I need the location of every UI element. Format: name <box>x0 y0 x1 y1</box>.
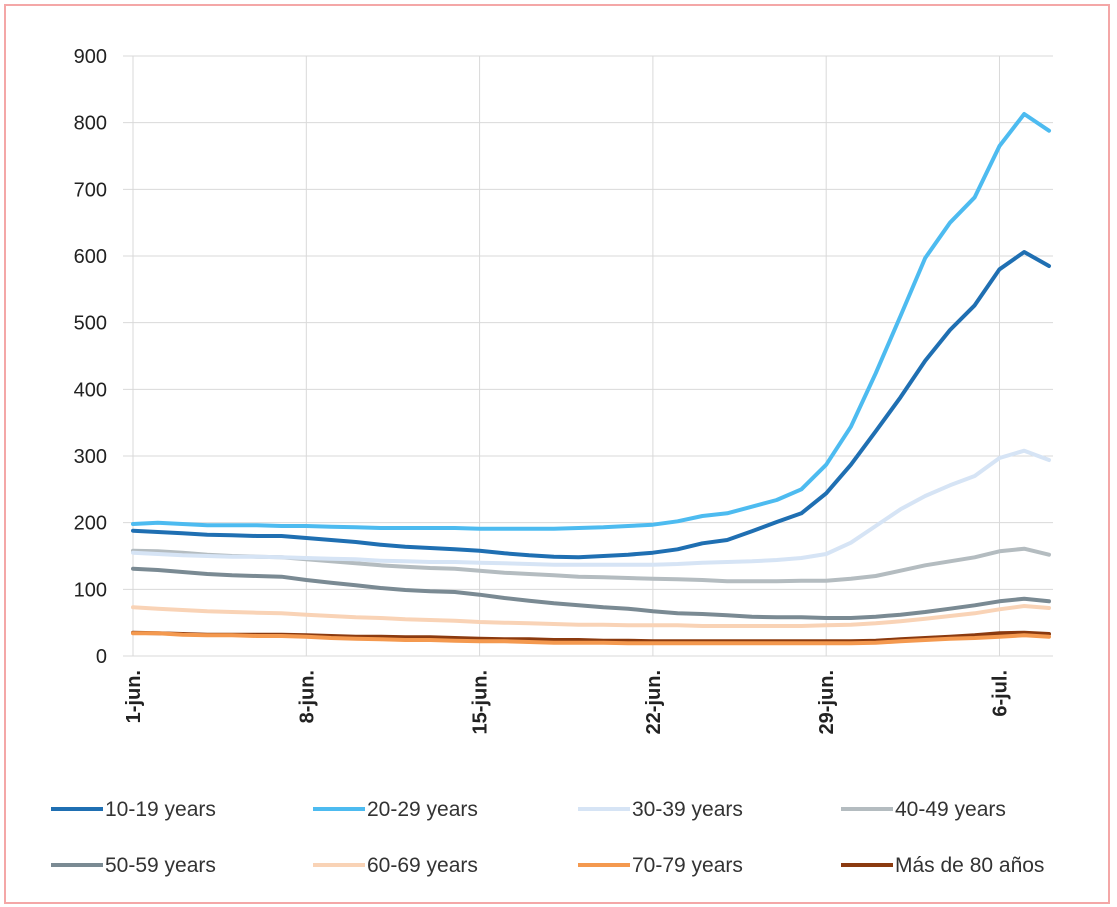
series-line <box>131 448 1051 567</box>
legend: 10-19 years 20-29 years 30-39 years 40-49 y… <box>51 798 1044 877</box>
series-line <box>131 604 1051 628</box>
y-tick-label: 0 <box>96 646 107 668</box>
y-tick-label: 900 <box>74 46 107 68</box>
y-tick-label: 300 <box>74 446 107 468</box>
legend-label: 60-69 years <box>367 854 478 877</box>
legend-label: 10-19 years <box>105 798 216 821</box>
x-tick-label: 6-jul. <box>989 670 1011 717</box>
series-line <box>131 631 1051 646</box>
line-chart: 0 100 200 300 400 500 600 700 800 900 1-jun. 8-jun… <box>51 46 1053 877</box>
series-line <box>131 566 1051 620</box>
y-tick-label: 400 <box>74 379 107 401</box>
y-tick-label: 500 <box>74 313 107 335</box>
x-tick-label: 29-jun. <box>816 670 838 734</box>
x-tick-label: 22-jun. <box>643 670 665 734</box>
legend-label: 70-79 years <box>632 854 743 877</box>
legend-label: 30-39 years <box>632 798 743 821</box>
series-line <box>131 250 1051 560</box>
x-tick-label: 15-jun. <box>470 670 492 734</box>
legend-label: 20-29 years <box>367 798 478 821</box>
y-tick-label: 200 <box>74 513 107 535</box>
x-tick-label: 8-jun. <box>296 670 318 723</box>
legend-label: 50-59 years <box>105 854 216 877</box>
grid-lines <box>123 55 1053 657</box>
y-tick-label: 800 <box>74 113 107 135</box>
legend-label: Más de 80 años <box>895 854 1044 877</box>
chart-frame: 0 100 200 300 400 500 600 700 800 900 1-jun. 8-jun… <box>4 4 1110 904</box>
y-tick-label: 600 <box>74 246 107 268</box>
x-tick-label: 1-jun. <box>123 670 145 723</box>
y-tick-label: 700 <box>74 179 107 201</box>
series-line <box>131 112 1051 531</box>
series-lines <box>131 112 1051 646</box>
legend-label: 40-49 years <box>895 798 1006 821</box>
y-axis-ticks: 0 100 200 300 400 500 600 700 800 900 <box>74 46 107 668</box>
y-tick-label: 100 <box>74 579 107 601</box>
x-axis-ticks: 1-jun. 8-jun. 15-jun. 22-jun. 29-jun. 6-jul. <box>123 670 1011 734</box>
